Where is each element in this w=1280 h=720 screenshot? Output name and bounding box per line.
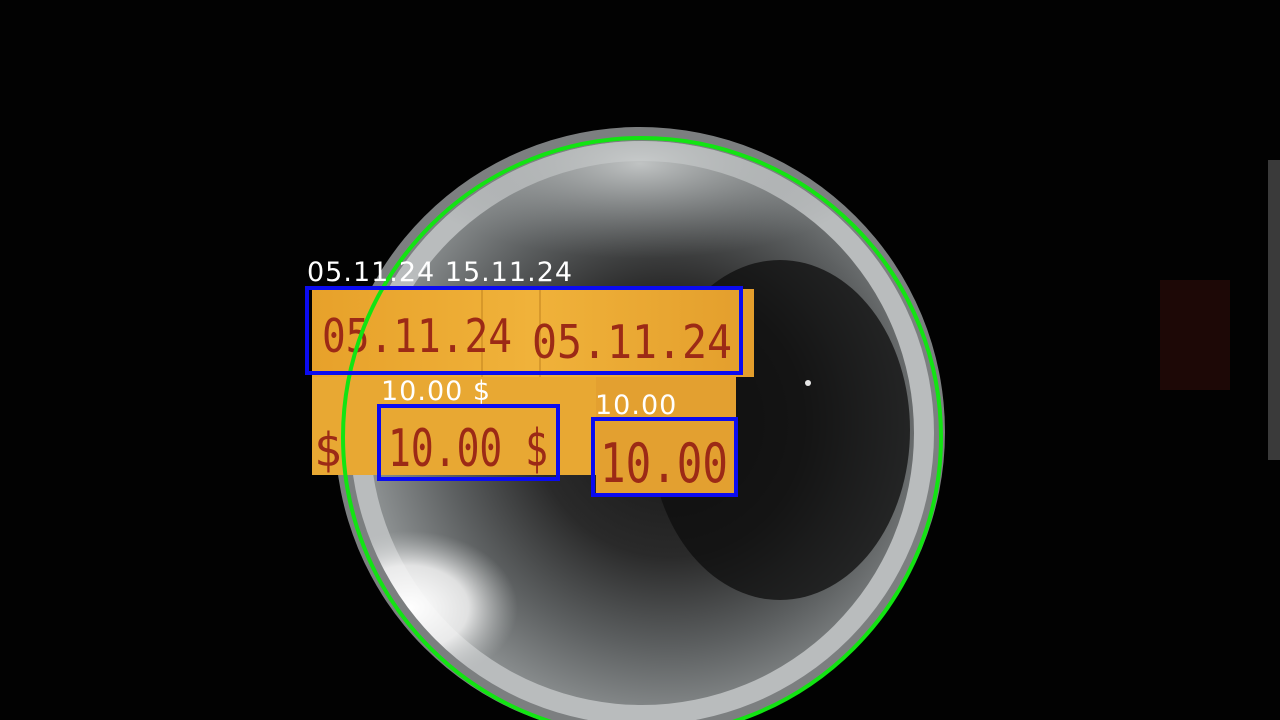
detection-label-dates: 05.11.24 15.11.24 xyxy=(307,257,574,288)
detection-box-price xyxy=(591,417,738,497)
detection-box-price-dollar xyxy=(377,404,560,481)
sticker-edge-dollar: $ xyxy=(314,423,342,477)
detection-label-price: 10.00 xyxy=(595,390,678,421)
background-red-object xyxy=(1160,280,1230,390)
detection-label-price-dollar: 10.00 $ xyxy=(381,376,492,407)
lid-detection-circle xyxy=(341,136,943,720)
detection-box-dates xyxy=(305,286,743,375)
background-wall-edge xyxy=(1268,160,1280,460)
